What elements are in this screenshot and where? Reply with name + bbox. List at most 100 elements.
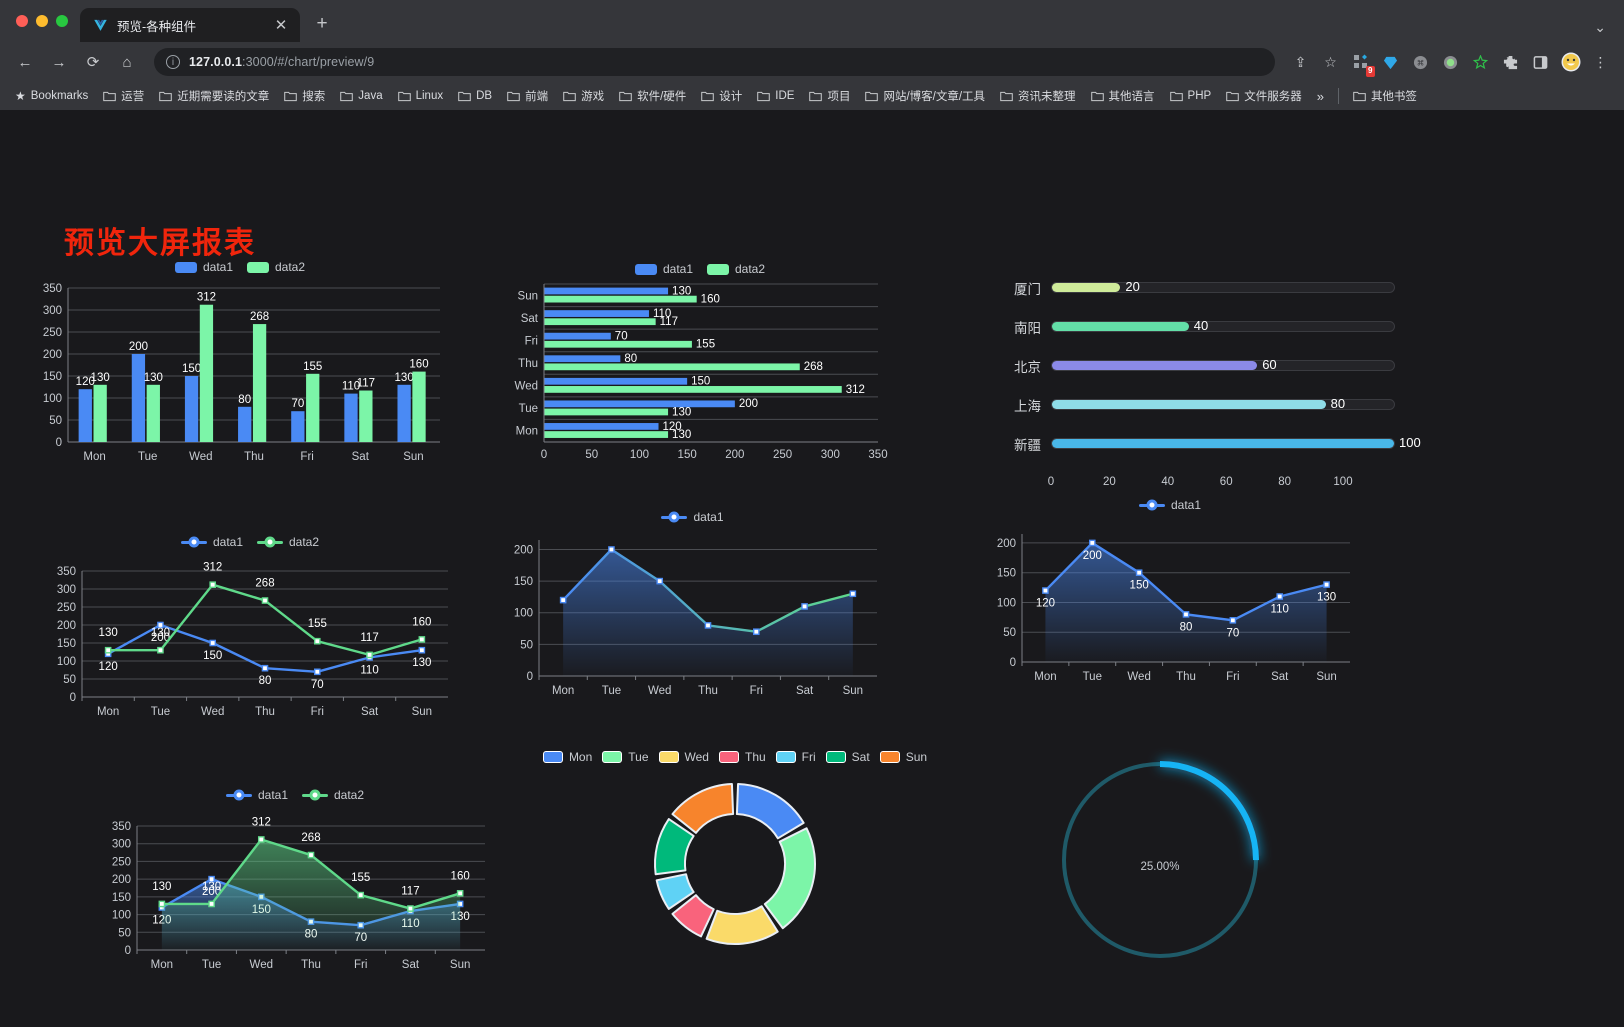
bookmark-folder-2[interactable]: 搜索 — [278, 85, 331, 107]
legend-item-Sat[interactable]: Sat — [825, 750, 870, 764]
svg-text:Sun: Sun — [843, 685, 863, 697]
legend-item-data1[interactable]: data1 — [1138, 498, 1201, 512]
bookmark-folder-8[interactable]: 软件/硬件 — [613, 85, 692, 107]
profile-avatar[interactable] — [1557, 49, 1584, 76]
legend-item-data2[interactable]: data2 — [247, 260, 305, 274]
bookmark-manager-item[interactable]: ★ Bookmarks — [9, 86, 94, 106]
chart-line-two-series: data1 data2 0 50 100 150 200 250 300 350 Mon Tue We… — [40, 535, 460, 749]
svg-text:Fri: Fri — [525, 335, 538, 347]
svg-text:250: 250 — [773, 449, 792, 461]
svg-text:⌘: ⌘ — [1417, 58, 1425, 67]
progress-value: 100 — [1399, 435, 1421, 450]
diamond-extension-icon[interactable] — [1377, 49, 1404, 76]
new-tab-button[interactable]: + — [316, 13, 328, 34]
bookmark-folder-12[interactable]: 网站/博客/文章/工具 — [859, 85, 991, 107]
bookmark-folder-15[interactable]: PHP — [1164, 87, 1218, 105]
bookmark-folder-5[interactable]: DB — [452, 87, 498, 105]
reload-button[interactable]: ⟳ — [86, 54, 100, 71]
legend-item-Tue[interactable]: Tue — [602, 750, 649, 764]
svg-text:Sat: Sat — [352, 451, 370, 463]
forward-button[interactable]: → — [51, 53, 67, 71]
legend-swatch-icon — [634, 263, 657, 275]
close-window-icon[interactable] — [16, 15, 28, 27]
other-bookmarks-label: 其他书签 — [1370, 91, 1417, 103]
bookmark-folder-3[interactable]: Java — [334, 87, 388, 105]
side-panel-icon[interactable] — [1527, 49, 1554, 76]
line-two-series-plot[interactable]: 0 50 100 150 200 250 300 350 Mon Tue Wed Thu Fri Sat S… — [40, 549, 460, 744]
site-info-icon[interactable]: i — [166, 55, 180, 69]
maximize-window-icon[interactable] — [56, 15, 68, 27]
chart-city-progress: 厦门 20 南阳 40 北京 60 上海 80 新疆 100 0 20 40 60 80 100 — [995, 268, 1421, 502]
svg-text:150: 150 — [57, 638, 76, 650]
progress-track[interactable]: 40 — [1051, 318, 1395, 333]
home-button[interactable]: ⌂ — [122, 53, 132, 71]
legend-item-data1[interactable]: data1 — [180, 535, 243, 549]
legend-item-data1[interactable]: data1 — [634, 262, 693, 276]
bookmarks-overflow-icon[interactable]: » — [1316, 88, 1324, 104]
browser-tab[interactable]: 预览-各种组件 ✕ — [80, 8, 300, 42]
minimize-window-icon[interactable] — [36, 15, 48, 27]
bookmark-folder-14[interactable]: 其他语言 — [1085, 85, 1161, 107]
area-single-plot[interactable]: 0 50 100 150 200 Mon Tue Wed Thu Fri Sat Sun 120 200 1… — [980, 512, 1360, 712]
bookmark-label: 其他语言 — [1108, 91, 1155, 103]
puzzle-extensions-icon[interactable] — [1497, 49, 1524, 76]
svg-text:50: 50 — [49, 415, 62, 427]
legend-line-gradient: data1 — [495, 510, 890, 524]
share-icon[interactable]: ⇪ — [1294, 53, 1307, 70]
legend-item-data2[interactable]: data2 — [302, 788, 364, 802]
bookmark-folder-6[interactable]: 前端 — [501, 85, 554, 107]
window-controls[interactable] — [12, 0, 80, 42]
legend-item-data1[interactable]: data1 — [225, 788, 288, 802]
bookmark-folder-11[interactable]: 项目 — [803, 85, 856, 107]
svg-text:0: 0 — [70, 692, 76, 704]
legend-label: data1 — [202, 260, 233, 274]
legend-item-Sun[interactable]: Sun — [879, 750, 927, 764]
extension-grid-icon[interactable]: 9 — [1347, 49, 1375, 77]
close-tab-icon[interactable]: ✕ — [274, 17, 288, 34]
legend-item-Thu[interactable]: Thu — [718, 750, 766, 764]
svg-text:200: 200 — [129, 341, 148, 353]
bookmark-folder-10[interactable]: IDE — [751, 87, 800, 105]
address-bar[interactable]: i 127.0.0.1:3000/#/chart/preview/9 — [154, 48, 1275, 76]
area-two-series-plot[interactable]: 0 50 100 150 200 250 300 350 Mon Tue Wed Thu Fri Sat S… — [95, 802, 495, 997]
vertical-bar-plot[interactable]: 050100150200250300350Mon120130Tue200130W… — [30, 274, 450, 474]
other-bookmarks-folder[interactable]: 其他书签 — [1347, 85, 1423, 107]
svg-text:110: 110 — [360, 664, 378, 676]
bookmark-folder-13[interactable]: 资讯未整理 — [994, 85, 1082, 107]
progress-track[interactable]: 20 — [1051, 279, 1395, 294]
bookmark-folder-9[interactable]: 设计 — [695, 85, 748, 107]
legend-item-data2[interactable]: data2 — [707, 262, 765, 276]
legend-item-Mon[interactable]: Mon — [542, 750, 592, 764]
bookmark-label: 前端 — [525, 91, 549, 103]
bookmark-label: 资讯未整理 — [1018, 91, 1076, 103]
line-gradient-plot[interactable]: 0 50 100 150 200 Mon Tue Wed Thu Fri Sat Sun — [495, 524, 890, 724]
green-dot-extension-icon[interactable] — [1437, 49, 1464, 76]
svg-text:80: 80 — [259, 675, 272, 687]
city-progress-row: 南阳 40 — [995, 307, 1395, 346]
legend-item-data1[interactable]: data1 — [174, 260, 233, 274]
bookmark-folder-4[interactable]: Linux — [392, 87, 450, 105]
back-button[interactable]: ← — [17, 53, 33, 71]
progress-track[interactable]: 60 — [1051, 357, 1395, 372]
bookmark-folder-16[interactable]: 文件服务器 — [1220, 85, 1308, 107]
tab-list-chevron-down-icon[interactable]: ⌄ — [1594, 19, 1606, 35]
bookmark-folder-7[interactable]: 游戏 — [557, 85, 610, 107]
legend-item-Fri[interactable]: Fri — [775, 750, 816, 764]
donut-plot[interactable] — [520, 764, 950, 979]
browser-menu-icon[interactable]: ⋮ — [1593, 53, 1608, 70]
star-extension-icon[interactable] — [1467, 49, 1494, 76]
svg-text:250: 250 — [43, 327, 62, 339]
legend-item-data2[interactable]: data2 — [257, 535, 319, 549]
legend-swatch-icon — [775, 751, 796, 763]
circle-extension-icon[interactable]: ⌘ — [1407, 49, 1434, 76]
gauge-ring-plot[interactable]: 25.00% — [1040, 738, 1280, 988]
legend-item-Wed[interactable]: Wed — [658, 750, 709, 764]
legend-item-data1[interactable]: data1 — [661, 510, 724, 524]
bookmark-star-icon[interactable]: ☆ — [1324, 53, 1337, 70]
progress-track[interactable]: 80 — [1051, 396, 1395, 411]
bookmark-folder-1[interactable]: 近期需要读的文章 — [153, 85, 275, 107]
bookmark-folder-0[interactable]: 运营 — [97, 85, 150, 107]
svg-text:Tue: Tue — [1083, 671, 1102, 683]
progress-track[interactable]: 100 — [1051, 435, 1421, 450]
